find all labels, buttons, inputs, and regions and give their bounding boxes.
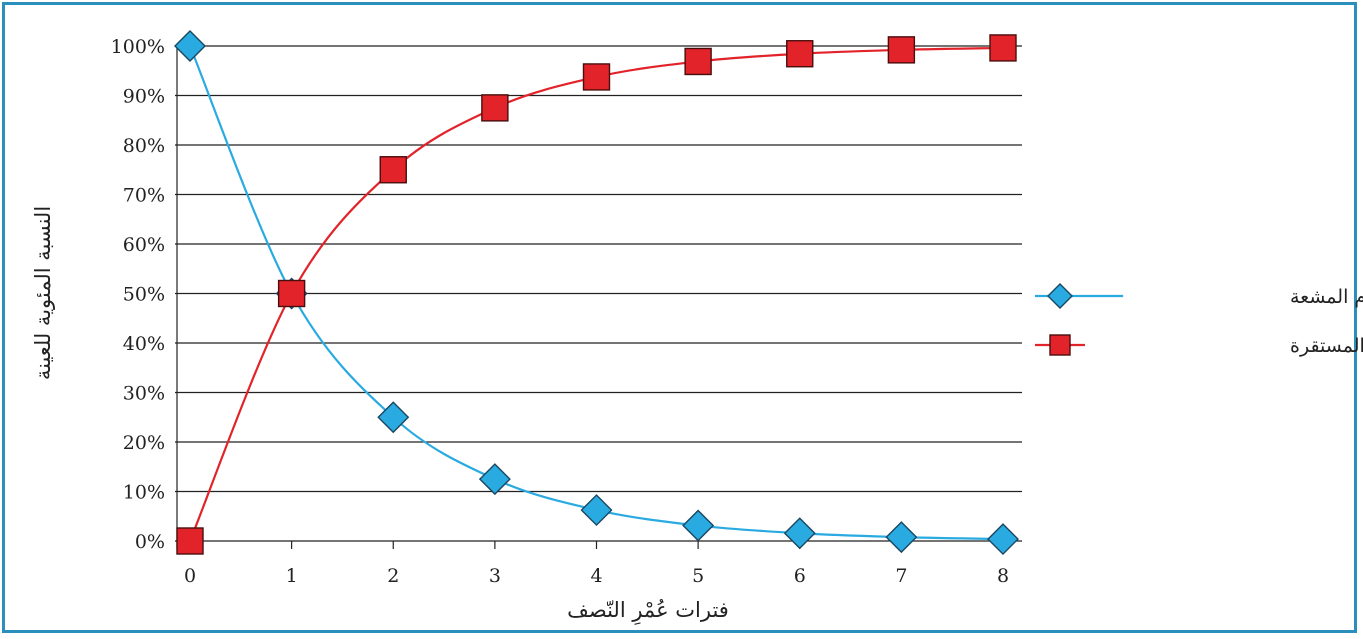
y-axis-title: النسبة المئوية للعينة	[31, 206, 55, 380]
y-tick-label: 80%	[123, 135, 165, 157]
series-line	[188, 46, 1004, 542]
y-tick-label: 90%	[123, 86, 165, 108]
y-tick-label: 40%	[123, 333, 165, 355]
x-tick-label: 8	[997, 565, 1009, 587]
x-tick-label: 2	[387, 565, 399, 587]
y-tick-label: 0%	[135, 531, 165, 553]
y-tick-label: 60%	[123, 234, 165, 256]
data-point	[786, 40, 814, 68]
series-group	[174, 30, 1019, 556]
data-point	[377, 401, 410, 434]
data-point	[176, 527, 204, 555]
legend-marker	[1049, 334, 1071, 356]
data-point	[887, 36, 916, 64]
data-point	[580, 494, 613, 527]
legend-item: النظيرة الأم المشعة	[1035, 283, 1363, 309]
x-axis-ticks: 0 1 2 3 4 5 6 7 8	[184, 541, 1009, 587]
x-tick-label: 5	[692, 565, 704, 587]
data-point	[987, 523, 1019, 556]
legend-label: النظيرة الوليدة المستقرة	[1290, 335, 1363, 357]
data-point	[682, 509, 715, 542]
series-line	[188, 45, 1004, 541]
x-tick-label: 7	[895, 565, 907, 587]
y-tick-label: 100%	[111, 36, 165, 58]
data-point	[174, 30, 206, 62]
data-point	[478, 463, 511, 496]
x-tick-label: 1	[286, 565, 298, 587]
data-point	[481, 94, 509, 122]
x-tick-label: 0	[184, 565, 196, 587]
x-tick-label: 6	[794, 565, 806, 587]
data-point	[277, 279, 306, 308]
data-point	[684, 47, 712, 76]
legend-label: النظيرة الأم المشعة	[1290, 285, 1363, 308]
gridlines	[175, 45, 1022, 542]
y-tick-label: 70%	[123, 185, 165, 207]
data-point	[885, 521, 918, 554]
x-axis-title: فترات عُمْرِ النّصف	[567, 598, 729, 625]
y-axis-ticks: 0% 10% 20% 30% 40% 50% 60% 70% 80% 90% 100%	[111, 36, 165, 553]
series-2	[176, 34, 1017, 555]
legend: النظيرة الأم المشعة النظيرة الوليدة المست…	[1035, 283, 1363, 357]
data-point	[379, 156, 407, 184]
y-tick-label: 50%	[123, 284, 165, 306]
y-tick-label: 10%	[123, 482, 165, 504]
legend-item: النظيرة الوليدة المستقرة	[1035, 334, 1363, 357]
data-point	[783, 517, 816, 550]
x-tick-label: 4	[590, 565, 602, 587]
y-tick-label: 30%	[123, 383, 165, 405]
legend-marker	[1047, 283, 1073, 309]
x-tick-label: 3	[489, 565, 501, 587]
data-point	[582, 63, 611, 91]
y-tick-label: 20%	[123, 432, 165, 454]
data-point	[989, 34, 1017, 62]
